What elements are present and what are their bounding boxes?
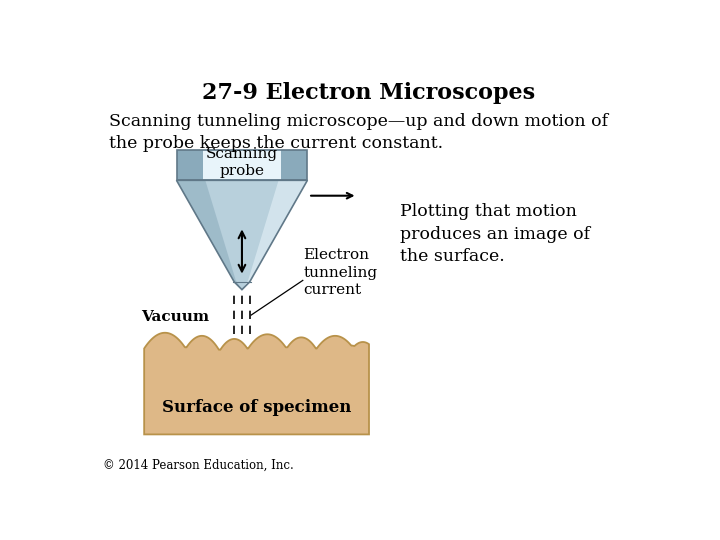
Text: Scanning
probe: Scanning probe — [206, 147, 278, 178]
Text: © 2014 Pearson Education, Inc.: © 2014 Pearson Education, Inc. — [102, 458, 293, 471]
Polygon shape — [176, 180, 242, 289]
Text: Surface of specimen: Surface of specimen — [162, 399, 351, 416]
Polygon shape — [176, 150, 203, 180]
Text: Scanning tunneling microscope—up and down motion of
the probe keeps the current : Scanning tunneling microscope—up and dow… — [109, 112, 608, 152]
Polygon shape — [176, 180, 307, 289]
Text: Vacuum: Vacuum — [141, 309, 209, 323]
Polygon shape — [242, 180, 307, 289]
Polygon shape — [203, 150, 282, 180]
Polygon shape — [144, 333, 369, 434]
Polygon shape — [282, 150, 307, 180]
Text: Electron
tunneling
current: Electron tunneling current — [304, 248, 378, 297]
Text: Plotting that motion
produces an image of
the surface.: Plotting that motion produces an image o… — [400, 204, 590, 265]
Text: 27-9 Electron Microscopes: 27-9 Electron Microscopes — [202, 82, 536, 104]
